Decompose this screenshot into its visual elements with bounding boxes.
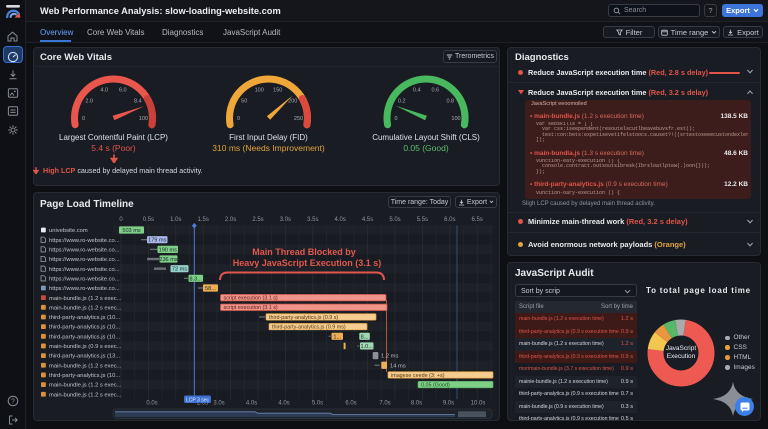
svg-text:main-bundle.js (1.2 s exec...: main-bundle.js (1.2 s exec... [49,305,122,311]
svg-text:7.0s: 7.0s [379,401,390,407]
svg-text:1.0...: 1.0... [361,344,374,350]
svg-text:179 ms: 179 ms [148,238,167,244]
svg-text:script execution (3.1 s): script execution (3.1 s) [224,296,278,302]
svg-text:third-party-analytics.js (13..: third-party-analytics.js (13... [49,354,121,360]
svg-text:script execution (3.1 s): script execution (3.1 s) [224,305,278,311]
svg-text:58...: 58... [205,286,216,292]
svg-text:10.0s: 10.0s [471,401,486,407]
svg-text:Main Thread Blocked by: Main Thread Blocked by [252,247,356,257]
svg-text:LCP 3 sec: LCP 3 sec [186,397,209,403]
svg-text:6.0: 6.0 [119,87,127,93]
svg-text:1.0s: 1.0s [170,217,181,223]
svg-text:third-party-analytics.js (10..: third-party-analytics.js (10... [49,373,121,379]
svg-text:2.0s: 2.0s [225,217,236,223]
svg-text:50: 50 [241,98,247,104]
svg-text:3.0s: 3.0s [213,401,224,407]
svg-text:?: ? [11,398,15,405]
svg-text:3.0s: 3.0s [280,217,291,223]
svg-text:4.0s: 4.0s [335,217,346,223]
svg-text:3.5s: 3.5s [307,217,318,223]
svg-text:4.5s: 4.5s [362,217,373,223]
svg-text:0.5s: 0.5s [143,217,154,223]
svg-text:0: 0 [394,116,397,122]
svg-text:4.0s: 4.0s [278,401,289,407]
svg-text:Heavy JavaScript Execution (3.: Heavy JavaScript Execution (3.1 s) [233,258,382,268]
svg-text:https://www.ro-website.co...: https://www.ro-website.co... [49,257,120,263]
svg-text:8.0s: 8.0s [411,401,422,407]
svg-text:6.5s: 6.5s [472,217,483,223]
svg-text:5.5s: 5.5s [417,217,428,223]
svg-text:8.4: 8.4 [134,98,142,104]
svg-text:0: 0 [237,116,240,122]
svg-text:9.0s: 9.0s [443,401,454,407]
svg-text:https://www.ro-website.co...: https://www.ro-website.co... [49,238,120,244]
svg-text:third-party-analytics.js (10..: third-party-analytics.js (10... [49,325,121,331]
svg-text:236 ms: 236 ms [159,257,178,263]
svg-text:main-bundle.js (1.2 s exec...: main-bundle.js (1.2 s exec... [49,392,122,398]
svg-text:1.5s: 1.5s [198,217,209,223]
svg-text:main-bundle.js (1.2 s exec...: main-bundle.js (1.2 s exec... [49,363,122,369]
svg-text:0.0s: 0.0s [146,401,157,407]
svg-text:univebsite.com: univebsite.com [49,228,88,234]
svg-text:6.0s: 6.0s [345,401,356,407]
svg-text:503 ms: 503 ms [122,228,141,234]
svg-text:0: 0 [82,116,85,122]
svg-text:0.4: 0.4 [413,87,421,93]
svg-text:0: 0 [119,217,123,223]
svg-text:https://www.ro-website.co...: https://www.ro-website.co... [49,247,120,253]
svg-text:1...: 1... [333,334,341,340]
svg-text:190 ms: 190 ms [159,247,178,253]
svg-text:main-bundle.js (0.9 s exec...: main-bundle.js (0.9 s exec... [49,344,122,350]
svg-text:third-party-analytics.js (10..: third-party-analytics.js (10... [49,334,121,340]
svg-text:6.0s: 6.0s [444,217,455,223]
svg-text:imagese ceede (3: +s): imagese ceede (3: +s) [391,373,445,379]
svg-text:4.0s: 4.0s [246,401,257,407]
svg-text:14 ms: 14 ms [390,363,406,369]
svg-text:third-party-analytics.js (0.9: third-party-analytics.js (0.9 ms) [272,325,346,331]
svg-text:8...: 8... [361,334,369,340]
svg-text:100: 100 [255,87,264,93]
svg-text:72 ms: 72 ms [172,267,187,273]
svg-text:150: 150 [273,87,282,93]
svg-text:2.0: 2.0 [85,98,93,104]
svg-text:third-party-analytics.js (0.9: third-party-analytics.js (0.9 s) [269,315,338,321]
svg-text:200: 200 [288,98,297,104]
svg-text:third-party-analytics.js (10..: third-party-analytics.js (10... [49,315,121,321]
svg-text:https://www.ro-website.co...: https://www.ro-website.co... [49,276,120,282]
svg-text:4.0: 4.0 [100,87,108,93]
svg-text:https://www.ro-website.co...: https://www.ro-website.co... [49,286,120,292]
svg-text:0.6: 0.6 [431,87,439,93]
svg-text:2.5s: 2.5s [252,217,263,223]
svg-text:1.2 ms: 1.2 ms [381,354,398,360]
svg-text:100: 100 [451,116,460,122]
svg-text:0.05 (Good): 0.05 (Good) [421,382,450,388]
svg-text:main-bundle.js (1.2 s exec...: main-bundle.js (1.2 s exec... [49,296,122,302]
svg-text:main-bundle.js (1.2 s exec...: main-bundle.js (1.2 s exec... [49,383,122,389]
svg-text:2.0s: 2.0s [197,401,208,407]
svg-text:https://www.ro-website.co...: https://www.ro-website.co... [49,267,120,273]
svg-text:0.2: 0.2 [398,98,406,104]
svg-text:250: 250 [294,116,303,122]
svg-text:0.8: 0.8 [446,98,454,104]
svg-text:100: 100 [139,116,148,122]
svg-text:5.0s: 5.0s [389,217,400,223]
svg-text:8.3...: 8.3... [190,276,203,282]
svg-text:5.0s: 5.0s [312,401,323,407]
